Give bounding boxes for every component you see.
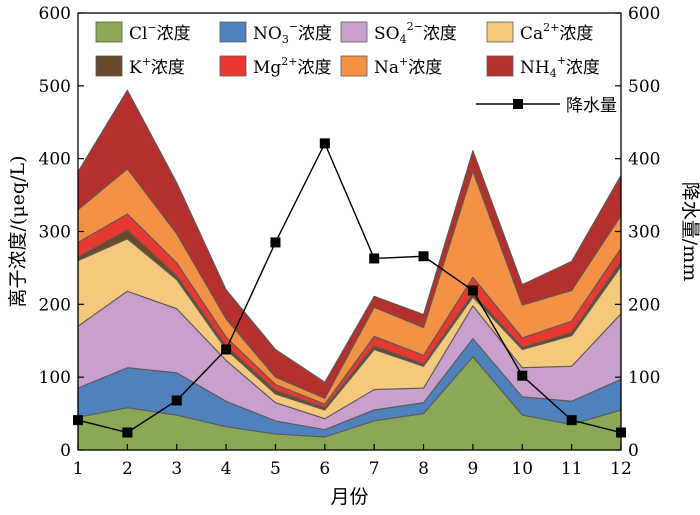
legend-label: Cl−浓度 [129,21,191,44]
legend-swatch [219,21,247,43]
precipitation-line [77,141,622,434]
x-axis-title: 月份 [330,486,368,508]
legend-label: NO3−浓度 [253,20,332,46]
x-tick-label: 11 [561,459,583,479]
legend-label: NH4+浓度 [520,54,600,80]
legend-swatch [95,55,123,77]
precipitation-point [467,285,478,296]
precipitation-point [566,415,577,426]
x-tick-label: 3 [171,459,182,479]
legend-label: Na+浓度 [374,55,442,78]
legend-label: K+浓度 [129,55,185,78]
legend-swatch [95,21,123,43]
x-tick-label: 9 [467,459,478,479]
precipitation-point [171,395,182,406]
x-tick-label: 2 [122,459,133,479]
precipitation-point [418,251,429,262]
y-axis-title: 离子浓度/(μeq/L) [7,155,29,307]
legend-swatch [486,55,514,77]
y-tick-label: 400 [39,150,71,170]
x-tick-label: 6 [319,459,330,479]
y-tick-label: 500 [39,77,71,97]
y-tick-label: 600 [39,4,71,24]
precipitation-point [517,370,528,381]
y2-tick-label: 300 [628,223,660,243]
x-tick-label: 10 [511,459,533,479]
legend-label: SO42−浓度 [374,20,457,46]
legend-line-label: 降水量 [566,96,617,116]
x-tick-label: 8 [418,459,429,479]
x-tick-label: 5 [270,459,281,479]
y2-tick-label: 400 [628,150,660,170]
x-tick-label: 7 [369,459,380,479]
stacked-areas [77,89,622,451]
y-tick-label: 200 [39,295,71,315]
legend-swatch [340,55,368,77]
legend-line-marker [513,99,523,109]
precipitation-point [122,427,133,438]
legend-swatch [219,55,247,77]
legend-label: Mg2+浓度 [253,55,332,78]
precipitation-point [270,237,281,248]
legend-label: Ca2+浓度 [520,21,593,44]
precipitation-point [319,138,330,149]
legend: Cl−浓度 NO3−浓度 SO42−浓度 Ca2+浓度 K+浓度 Mg2+浓度 Na+浓度 N… [95,20,617,116]
y2-tick-label: 200 [628,295,660,315]
y2-tick-label: 0 [628,441,639,461]
y-tick-label: 0 [60,441,71,461]
y-tick-label: 300 [39,223,71,243]
precipitation-point [221,344,232,355]
y-tick-label: 100 [39,368,71,388]
y2-tick-label: 600 [628,4,660,24]
legend-swatch [486,21,514,43]
x-tick-label: 4 [221,459,232,479]
y2-axis-title: 降水量/mm [679,182,700,281]
x-tick-label: 1 [73,459,84,479]
precipitation-point [369,253,380,264]
y2-tick-label: 500 [628,77,660,97]
legend-swatch [340,21,368,43]
y2-tick-label: 100 [628,368,660,388]
x-tick-label: 12 [610,459,632,479]
